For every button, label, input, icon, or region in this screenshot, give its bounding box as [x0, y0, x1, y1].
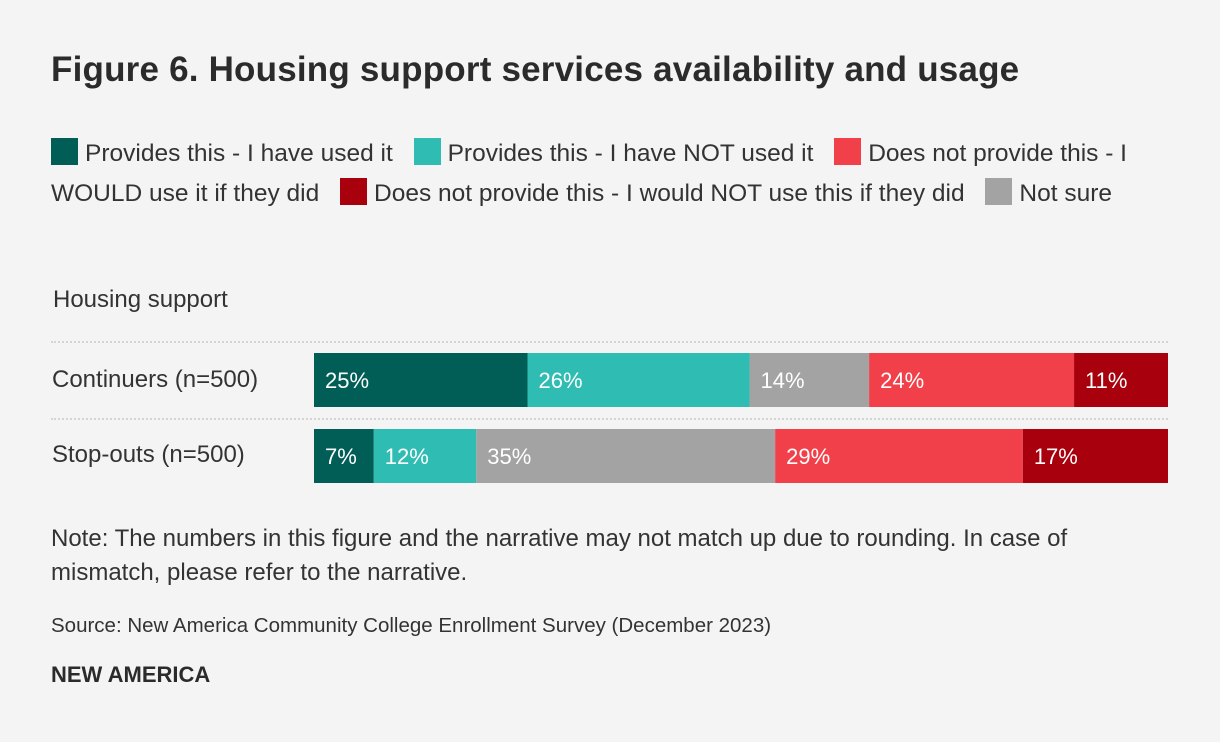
legend-label: Provides this - I have NOT used it — [447, 140, 814, 167]
row-divider — [51, 341, 1168, 343]
bar-segment — [476, 429, 776, 483]
legend-label: Provides this - I have used it — [85, 140, 393, 167]
row-label-continuers: Continuers (n=500) — [52, 366, 259, 393]
note-text: Note: The numbers in this figure and the… — [51, 525, 1068, 586]
legend-swatch — [985, 178, 1013, 205]
bar-data-label: 29% — [786, 444, 830, 469]
bar-data-label: 24% — [880, 368, 924, 393]
bar-segment — [1022, 429, 1168, 483]
bar-data-label: 17% — [1034, 444, 1078, 469]
legend-item-used: Provides this - I have used it — [51, 138, 393, 167]
legend-item-would-not-use: Does not provide this - I would NOT use … — [340, 178, 965, 207]
bar-data-label: 11% — [1085, 368, 1127, 393]
bar-segment — [1074, 353, 1168, 407]
row-divider — [51, 418, 1168, 420]
legend-item-would-use: Does not provide this - I WOULD use it i… — [51, 138, 1127, 207]
chart-title: Figure 6. Housing support services avail… — [51, 50, 1020, 89]
bar-segment — [775, 429, 1023, 483]
legend-item-not-sure: Not sure — [985, 178, 1113, 207]
legend-item-not-used: Provides this - I have NOT used it — [413, 138, 814, 167]
bar-segment — [373, 429, 477, 483]
legend-label: Not sure — [1019, 180, 1113, 207]
legend: Provides this - I have used it Provides … — [51, 134, 1181, 214]
legend-label: Does not provide this - I would NOT use … — [374, 180, 965, 207]
legend-swatch — [413, 138, 441, 165]
bar-segment — [527, 353, 750, 407]
legend-label: Does not provide this - I WOULD use it i… — [51, 140, 1127, 207]
bar-data-label: 25% — [325, 368, 369, 393]
bar-data-label: 26% — [539, 368, 583, 393]
legend-swatch — [340, 178, 368, 205]
bar-segment — [749, 353, 870, 407]
bar-segment — [314, 429, 374, 483]
legend-swatch — [51, 138, 78, 165]
bar-data-label: 7% — [325, 444, 357, 469]
bar-segment — [314, 353, 528, 407]
chart-group-label: Housing support — [53, 286, 228, 313]
bar-segment — [869, 353, 1075, 407]
brand-logo-text: NEW AMERICA — [51, 662, 211, 687]
bar-data-label: 12% — [385, 444, 429, 469]
source-text: Source: New America Community College En… — [51, 614, 772, 637]
bar-data-label: 14% — [761, 368, 805, 393]
legend-swatch — [834, 138, 862, 165]
bar-data-label: 35% — [487, 444, 531, 469]
row-label-stop-outs: Stop-outs (n=500) — [52, 441, 245, 468]
